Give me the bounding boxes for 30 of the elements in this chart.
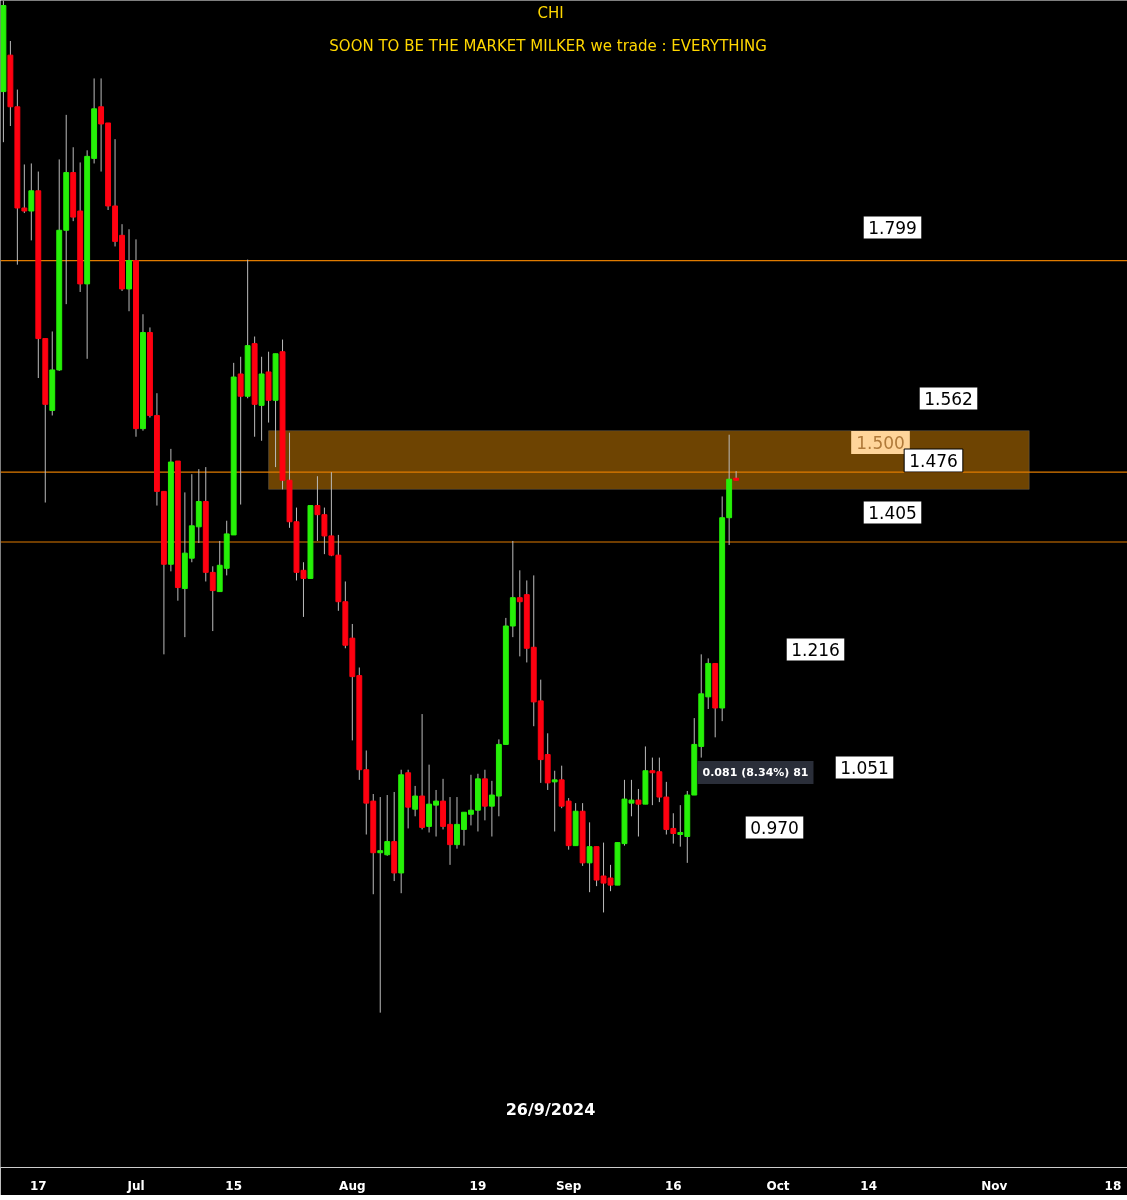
candlestick (551, 770, 558, 832)
annotation: 1.500 (856, 433, 905, 453)
candlestick (237, 356, 244, 506)
x-tick-label: Sep (555, 1178, 582, 1193)
annotation: 1.216 (791, 640, 840, 660)
candlestick (28, 162, 35, 241)
x-tick-label: Oct (766, 1178, 790, 1193)
annotation: 1.405 (868, 503, 917, 523)
candlestick (412, 785, 419, 817)
annotation: 1.562 (924, 389, 973, 409)
text: SOON TO BE THE MARKET MILKER we trade : EVERYTHING (329, 36, 767, 55)
x-tick-label: 19 (469, 1178, 487, 1193)
x-tick-label: 17 (29, 1178, 47, 1193)
chart-title: CHI (537, 3, 564, 22)
x-tick-label: 16 (664, 1178, 682, 1193)
x-tick-label: Nov (981, 1178, 1008, 1193)
annotation: 1.476 (909, 451, 958, 471)
annotation: 1.051 (840, 758, 889, 778)
x-tick-label: 14 (860, 1178, 878, 1193)
text: 26/9/2024 (505, 1100, 596, 1119)
x-tick-label: Aug (339, 1178, 366, 1193)
x-tick-label: 18 (1104, 1178, 1122, 1193)
candlestick (586, 821, 593, 893)
x-tick-label: 15 (225, 1178, 243, 1193)
candlestick (635, 788, 642, 838)
x-tick-label: Jul (126, 1178, 145, 1193)
annotation: 0.970 (750, 818, 799, 838)
annotation: 0.081 (8.34%) 81 (702, 766, 809, 779)
candlestick (733, 470, 740, 481)
annotation: 1.799 (868, 218, 917, 238)
